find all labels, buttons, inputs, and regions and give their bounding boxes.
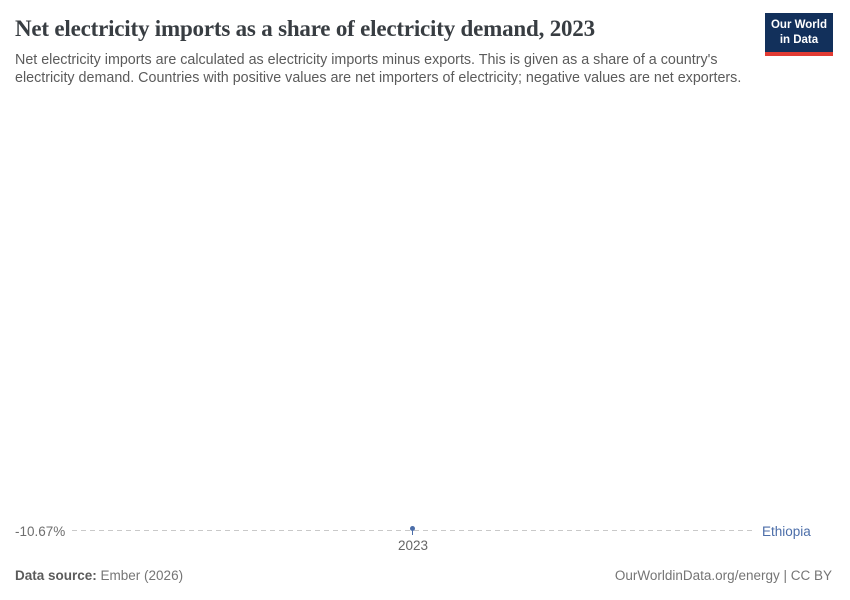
- chart-title: Net electricity imports as a share of el…: [15, 16, 595, 41]
- owid-logo-line1: Our World: [770, 19, 827, 31]
- data-point-marker[interactable]: [410, 526, 415, 531]
- y-axis-value-label: -10.67%: [15, 524, 66, 539]
- data-source-note: Data source: Ember (2026): [15, 568, 183, 583]
- data-source-value: Ember (2026): [96, 568, 184, 583]
- data-source-label: Data source:: [15, 568, 97, 583]
- owid-logo[interactable]: Our World in Data: [764, 13, 833, 56]
- license-credit-link[interactable]: OurWorldinData.org/energy | CC BY: [614, 568, 832, 583]
- x-axis-tick: [412, 530, 413, 535]
- owid-logo-line2: in Data: [779, 34, 819, 46]
- chart-subtitle: Net electricity imports are calculated a…: [15, 52, 742, 86]
- x-axis-tick-label: 2023: [397, 538, 429, 553]
- entity-label-ethiopia[interactable]: Ethiopia: [762, 524, 811, 539]
